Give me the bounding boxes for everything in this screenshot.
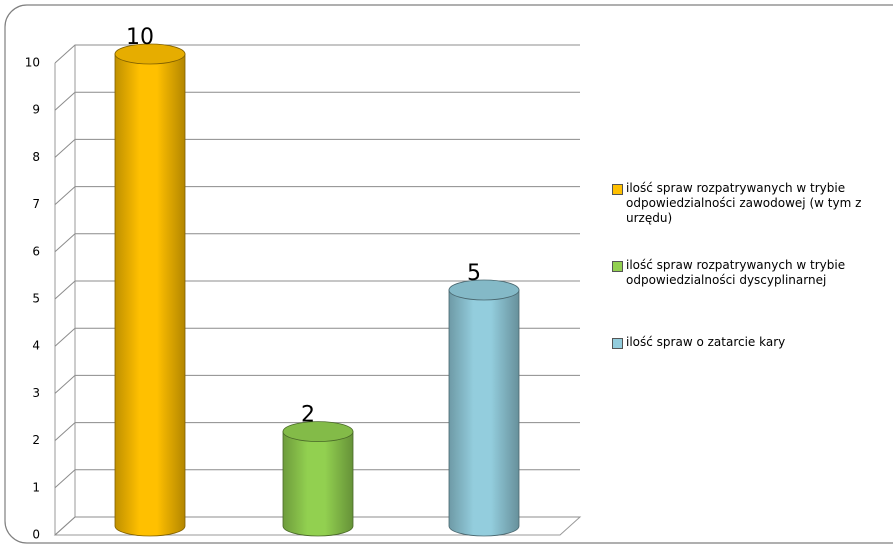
bar [282,431,354,537]
legend-item: ilość spraw rozpatrywanych w trybie odpo… [612,258,884,288]
bar-top [282,421,354,443]
bar-top [448,279,520,301]
y-tick-label: 0 [32,528,40,542]
grid-line [54,422,580,441]
y-tick-label: 3 [32,386,40,400]
y-tick-label: 2 [32,433,40,447]
y-tick-label: 9 [32,103,40,117]
y-tick-label: 5 [32,292,40,306]
legend-swatch [612,261,623,272]
bar [114,53,186,537]
grid-line [54,186,580,205]
y-tick-label: 7 [32,197,40,211]
grid-line [54,233,580,253]
y-tick-label: 1 [32,480,40,494]
y-tick-label: 4 [32,339,40,353]
bar [448,289,520,537]
legend-item: ilość spraw o zatarcie kary [612,335,884,350]
y-tick-label: 10 [25,56,40,70]
legend-item: ilość spraw rozpatrywanych w trybie odpo… [612,181,884,226]
grid-line [54,280,580,300]
legend-swatch [612,184,623,195]
grid-line [54,516,580,536]
grid-line [54,138,580,158]
data-label: 10 [126,25,154,50]
legend-label: ilość spraw o zatarcie kary [626,335,786,349]
legend-swatch [612,338,623,349]
grid-line [54,327,580,347]
grid-line [54,374,580,394]
y-tick-label: 8 [32,150,40,164]
grid-line [54,469,580,489]
grid-line [54,91,580,111]
data-label: 5 [467,261,481,286]
grid-line [54,44,580,64]
legend-label: ilość spraw rozpatrywanych w trybie odpo… [626,258,846,287]
legend-label: ilość spraw rozpatrywanych w trybie odpo… [626,181,862,225]
y-tick-label: 6 [32,244,40,258]
bar-top [114,43,186,65]
data-label: 2 [301,403,315,428]
